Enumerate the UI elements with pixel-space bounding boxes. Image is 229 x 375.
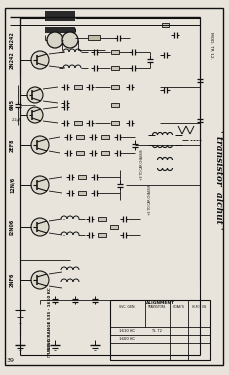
Bar [110,300,210,360]
Circle shape [31,218,49,236]
Text: 12N/6: 12N/6 [10,177,15,193]
Text: +9 TO CAR CHASSIS: +9 TO CAR CHASSIS [140,150,144,180]
Text: SVC. GEN.: SVC. GEN. [119,305,135,309]
Bar [101,135,109,139]
Circle shape [31,271,49,289]
Text: HI-POT LW: HI-POT LW [192,305,206,309]
Text: 6N5: 6N5 [10,99,15,111]
Text: I.F. 455 KC: I.F. 455 KC [48,337,52,357]
Bar [111,121,119,125]
Bar [78,191,86,195]
Bar [45,27,75,33]
Bar [111,50,119,54]
Text: 2EF8: 2EF8 [10,138,15,152]
Text: T1, T2: T1, T2 [152,329,163,333]
Text: ' transistor  alchut ': ' transistor alchut ' [215,130,224,230]
Bar [74,85,82,89]
Bar [111,85,119,89]
Bar [111,66,119,70]
Text: 2NF6: 2NF6 [10,273,15,287]
Bar [110,225,118,229]
Bar [98,217,106,221]
Bar [45,11,75,21]
Bar [88,35,100,40]
Text: +6 TO CAR CHASSIS: +6 TO CAR CHASSIS [148,185,152,215]
Text: 2N242: 2N242 [10,51,15,69]
Text: MOD. TR 12.: MOD. TR 12. [209,32,213,58]
Text: TUNING RANGE 535 - 1610 KC: TUNING RANGE 535 - 1610 KC [48,288,52,356]
Circle shape [27,107,43,123]
Bar [76,151,84,155]
Text: 39: 39 [7,358,15,363]
Circle shape [62,32,78,48]
Text: 1600 KC: 1600 KC [119,337,135,341]
Text: 2.2μF: 2.2μF [12,118,22,122]
Bar [111,103,119,107]
Text: I2N06: I2N06 [10,219,15,235]
Text: TRANSSTORS: TRANSSTORS [148,305,166,309]
Circle shape [31,51,49,69]
Text: COAE'S: COAE'S [173,305,185,309]
Text: 1610 KC: 1610 KC [119,329,135,333]
Bar [74,121,82,125]
Circle shape [31,136,49,154]
Text: 2N242: 2N242 [10,31,15,49]
Circle shape [27,87,43,103]
Circle shape [31,176,49,194]
Bar [78,175,86,179]
Text: ALIGNMENT: ALIGNMENT [145,301,174,305]
Circle shape [47,32,63,48]
Bar [98,233,106,237]
Bar [101,151,109,155]
Bar [162,23,169,27]
Bar [76,135,84,139]
